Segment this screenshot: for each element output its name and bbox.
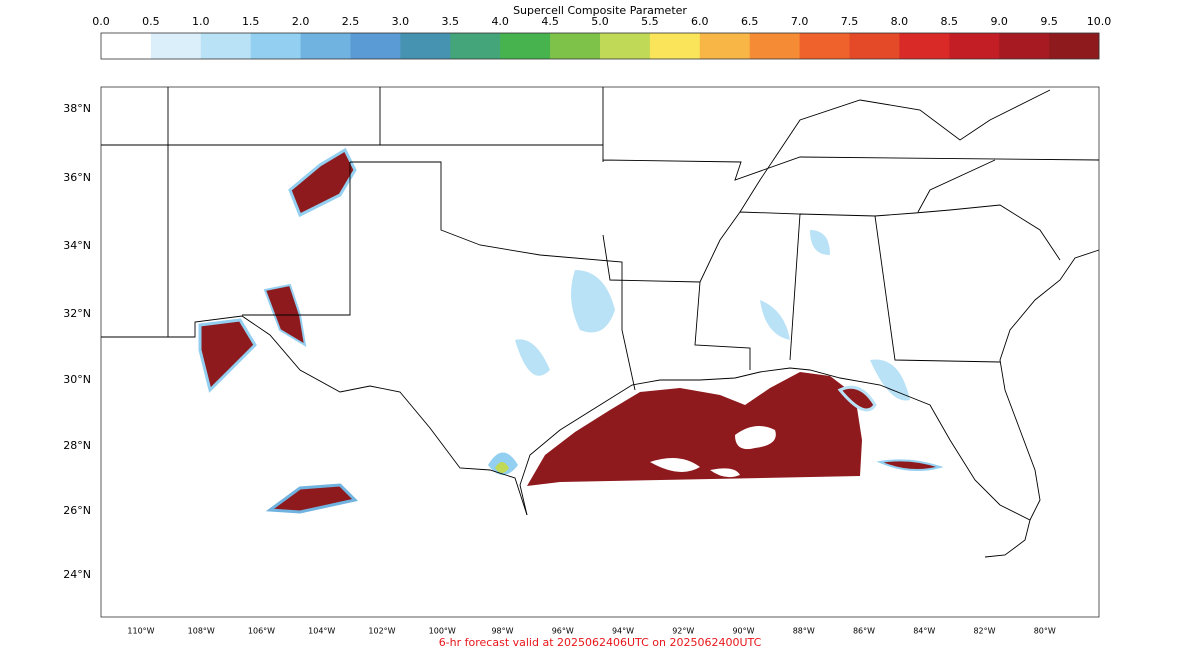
lat-label: 24°N [63, 568, 91, 581]
colorbar-tick-label: 0.5 [142, 15, 160, 28]
colorbar-segment [350, 33, 401, 59]
axis-labels: 38°N 36°N 34°N 32°N 30°N 28°N 26°N 24°N 110°W 108… [63, 102, 1056, 636]
colorbar-segment [600, 33, 651, 59]
colorbar-tick-label: 1.0 [192, 15, 210, 28]
colorbar-segment [150, 33, 202, 59]
colorbar-tick-label: 8.5 [941, 15, 959, 28]
colorbar-segment [250, 33, 302, 59]
colorbar-segment [749, 33, 801, 59]
colorbar-tick-label: 5.0 [591, 15, 609, 28]
colorbar-tick-label: 9.5 [1040, 15, 1058, 28]
lon-label: 88°W [793, 627, 815, 636]
scp-field [198, 147, 944, 514]
colorbar-segment [699, 33, 751, 59]
colorbar-tick-label: 9.0 [990, 15, 1008, 28]
colorbar-segment [849, 33, 900, 59]
colorbar-title: Supercell Composite Parameter [513, 4, 687, 17]
lon-label: 106°W [248, 627, 275, 636]
lon-label: 90°W [732, 627, 754, 636]
lon-label: 102°W [368, 627, 395, 636]
colorbar-tick-label: 6.0 [691, 15, 709, 28]
colorbar-tick-label: 2.5 [342, 15, 360, 28]
lat-label: 36°N [63, 171, 91, 184]
lon-label: 98°W [491, 627, 513, 636]
lon-label: 92°W [672, 627, 694, 636]
colorbar-tick-label: 3.0 [392, 15, 410, 28]
lon-label: 104°W [308, 627, 335, 636]
lon-label: 96°W [552, 627, 574, 636]
colorbar-tick-label: 1.5 [242, 15, 260, 28]
colorbar-segment [200, 33, 252, 59]
map [100, 86, 1100, 618]
footer: 6-hr forecast valid at 2025062406UTC on … [439, 636, 762, 649]
colorbar-segment [450, 33, 501, 59]
colorbar-segment [1049, 33, 1100, 59]
colorbar-tick-label: 8.0 [891, 15, 909, 28]
lon-label: 86°W [853, 627, 875, 636]
colorbar-tick-label: 4.5 [541, 15, 559, 28]
colorbar-segment [999, 33, 1050, 59]
lat-label: 34°N [63, 239, 91, 252]
lon-label: 100°W [429, 627, 456, 636]
lon-label: 110°W [127, 627, 154, 636]
colorbar-segment [949, 33, 1000, 59]
borders [101, 87, 1100, 558]
colorbar-segment [799, 33, 850, 59]
colorbar-tick-label: 6.5 [741, 15, 759, 28]
colorbar-segment [500, 33, 551, 59]
lon-label: 94°W [612, 627, 634, 636]
colorbar-segment [400, 33, 451, 59]
lat-label: 30°N [63, 373, 91, 386]
colorbar-tick-label: 7.5 [841, 15, 859, 28]
colorbar-tick-label: 10.0 [1087, 15, 1112, 28]
map-frame [100, 86, 1100, 618]
lon-label: 80°W [1034, 627, 1056, 636]
colorbar-tick-label: 2.0 [292, 15, 310, 28]
colorbar-tick-label: 7.0 [791, 15, 809, 28]
colorbar-tick-label: 0.0 [92, 15, 110, 28]
lon-label: 82°W [973, 627, 995, 636]
colorbar-segment [550, 33, 601, 59]
lon-label: 108°W [188, 627, 215, 636]
colorbar: 0.0 0.5 1.0 1.5 2.0 2.5 3.0 3.5 4.0 4.5 5.0 5.5 6.0 6… [92, 15, 1111, 59]
colorbar-segment [101, 33, 152, 59]
colorbar-tick-label: 4.0 [491, 15, 509, 28]
lon-label: 84°W [913, 627, 935, 636]
colorbar-segment [899, 33, 950, 59]
colorbar-frame [100, 32, 1100, 60]
lat-label: 38°N [63, 102, 91, 115]
lat-label: 26°N [63, 504, 91, 517]
lat-label: 28°N [63, 439, 91, 452]
colorbar-tick-label: 5.5 [641, 15, 659, 28]
colorbar-segment [300, 33, 351, 59]
colorbar-tick-label: 3.5 [442, 15, 460, 28]
colorbar-segment [649, 33, 701, 59]
lat-label: 32°N [63, 307, 91, 320]
